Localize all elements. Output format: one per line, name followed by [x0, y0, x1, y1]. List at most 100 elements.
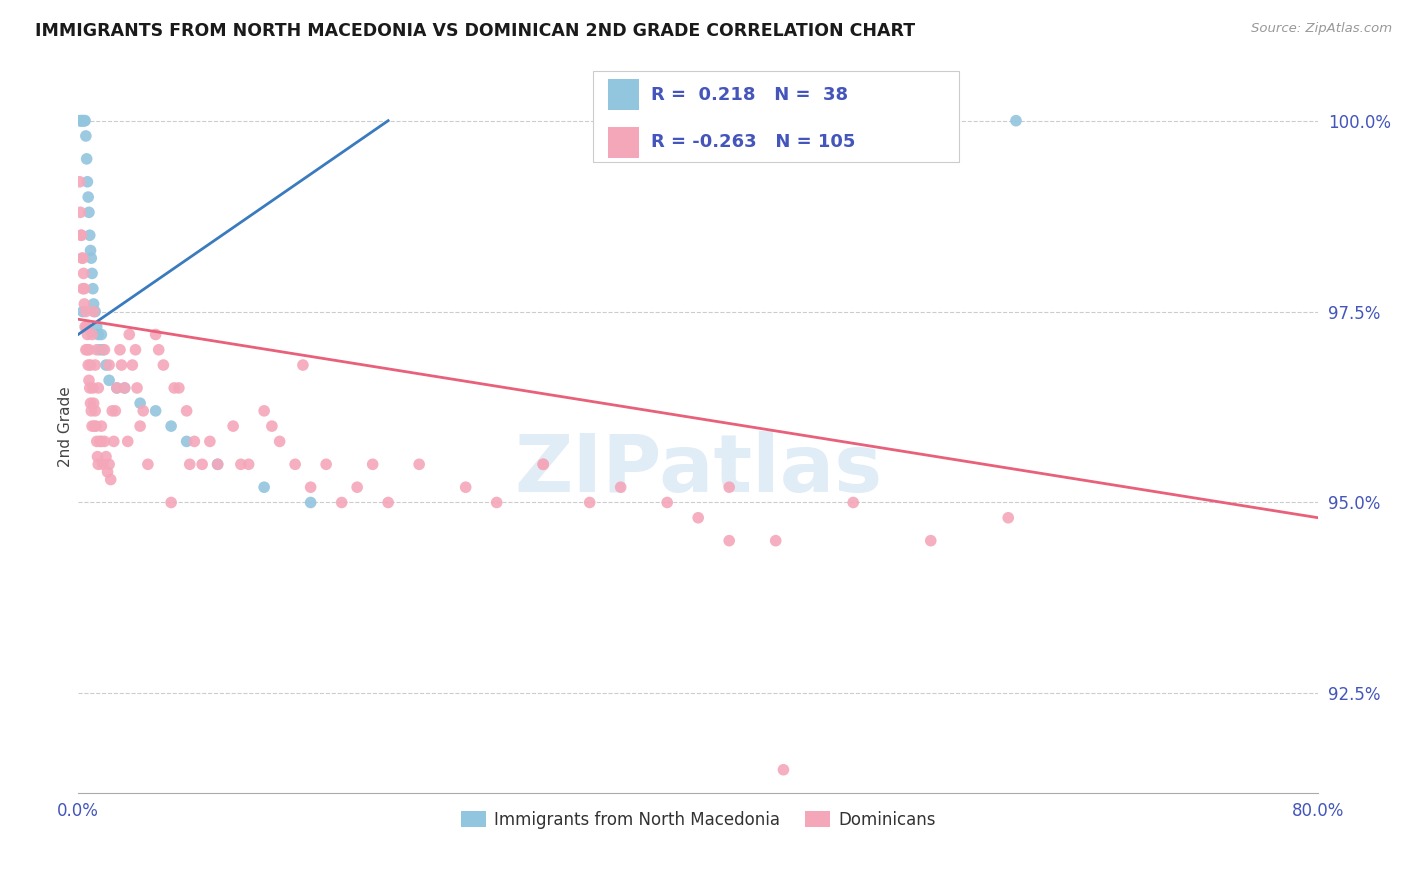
Point: [77, 205, 100, 219]
FancyBboxPatch shape: [593, 70, 959, 162]
Point: [118, 327, 141, 342]
Point: [86, 319, 108, 334]
Point: [222, 419, 245, 434]
Point: [75, 304, 97, 318]
Point: [83, 419, 105, 434]
Point: [160, 419, 183, 434]
Point: [114, 381, 136, 395]
Point: [148, 343, 170, 357]
Point: [70, 251, 93, 265]
Point: [377, 495, 399, 509]
Point: [87, 458, 110, 472]
Point: [361, 458, 384, 472]
Point: [609, 480, 631, 494]
Point: [83, 396, 105, 410]
Point: [72, 304, 94, 318]
Point: [129, 419, 152, 434]
Point: [291, 358, 314, 372]
Point: [108, 343, 131, 357]
Point: [98, 458, 121, 472]
Point: [103, 434, 125, 449]
Point: [238, 458, 260, 472]
Point: [117, 434, 139, 449]
Point: [121, 358, 143, 372]
Point: [79, 244, 101, 258]
Point: [163, 381, 186, 395]
Point: [101, 404, 124, 418]
Point: [73, 297, 96, 311]
Legend: Immigrants from North Macedonia, Dominicans: Immigrants from North Macedonia, Dominic…: [454, 805, 942, 836]
Point: [167, 381, 190, 395]
Point: [70, 113, 93, 128]
Point: [83, 297, 105, 311]
Point: [98, 373, 121, 387]
Point: [72, 267, 94, 281]
Point: [842, 495, 865, 509]
Point: [531, 458, 554, 472]
Point: [207, 458, 229, 472]
Point: [98, 358, 121, 372]
Point: [72, 251, 94, 265]
Point: [79, 358, 101, 372]
Point: [90, 434, 112, 449]
Point: [84, 304, 107, 318]
Point: [485, 495, 508, 509]
Point: [454, 480, 477, 494]
Point: [75, 319, 97, 334]
Point: [299, 480, 322, 494]
Point: [94, 450, 117, 464]
Point: [229, 458, 252, 472]
Point: [718, 480, 741, 494]
Point: [110, 358, 132, 372]
Point: [920, 533, 942, 548]
Point: [70, 228, 93, 243]
Point: [86, 343, 108, 357]
Point: [105, 381, 128, 395]
Point: [77, 373, 100, 387]
Bar: [607, 79, 638, 111]
Point: [179, 458, 201, 472]
Point: [160, 495, 183, 509]
Point: [93, 343, 115, 357]
Point: [72, 113, 94, 128]
Point: [72, 113, 94, 128]
Point: [73, 282, 96, 296]
Point: [207, 458, 229, 472]
Point: [80, 327, 103, 342]
Point: [191, 458, 214, 472]
Y-axis label: 2nd Grade: 2nd Grade: [58, 385, 73, 467]
Point: [76, 343, 98, 357]
Point: [253, 480, 276, 494]
Text: R = -0.263   N = 105: R = -0.263 N = 105: [651, 134, 855, 152]
Point: [80, 404, 103, 418]
Point: [75, 113, 97, 128]
Point: [76, 175, 98, 189]
Point: [87, 327, 110, 342]
Bar: [607, 127, 638, 158]
Point: [77, 358, 100, 372]
Point: [79, 228, 101, 243]
Point: [299, 495, 322, 509]
Point: [145, 327, 167, 342]
Point: [87, 381, 110, 395]
Point: [997, 510, 1019, 524]
Point: [83, 304, 105, 318]
Point: [77, 343, 100, 357]
Point: [79, 381, 101, 395]
Point: [136, 458, 159, 472]
Point: [145, 404, 167, 418]
Point: [90, 419, 112, 434]
Point: [84, 358, 107, 372]
Text: R =  0.218   N =  38: R = 0.218 N = 38: [651, 86, 848, 103]
Point: [79, 396, 101, 410]
Point: [77, 190, 100, 204]
Point: [86, 450, 108, 464]
Text: Source: ZipAtlas.com: Source: ZipAtlas.com: [1251, 22, 1392, 36]
Point: [176, 434, 198, 449]
Point: [82, 381, 104, 395]
Point: [688, 510, 710, 524]
Text: ZIPatlas: ZIPatlas: [515, 431, 883, 509]
Point: [657, 495, 679, 509]
Point: [90, 327, 112, 342]
Point: [772, 763, 794, 777]
